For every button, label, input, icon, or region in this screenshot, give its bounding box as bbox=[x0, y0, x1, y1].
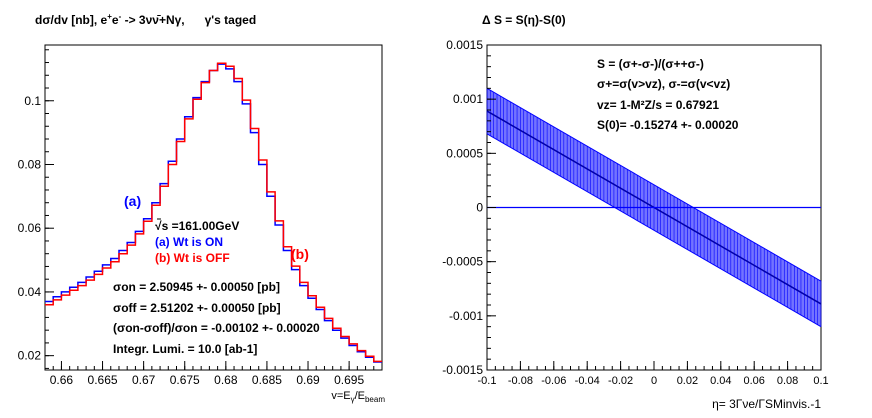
left-xtick-label: 0.68 bbox=[214, 373, 238, 387]
right-xtick-label: 0 bbox=[651, 375, 657, 387]
left-xtick-label: 0.685 bbox=[252, 373, 282, 387]
right-ytick-label: 0.0005 bbox=[446, 146, 483, 160]
left-xtick-label: 0.69 bbox=[296, 373, 320, 387]
sqrt-s-text: √s =161.00GeV bbox=[155, 219, 239, 233]
left-ytick-label: 0.1 bbox=[24, 94, 41, 108]
label-b: (b) bbox=[291, 246, 309, 262]
left-ytick-label: 0.02 bbox=[18, 349, 42, 363]
right-chart: Δ S = S(η)-S(0) -0.1 -0.08 -0.06 -0.04 -0.02… bbox=[442, 13, 828, 411]
annot-line4: S(0)= -0.15274 +- 0.00020 bbox=[597, 118, 739, 132]
right-xtick-label: -0.1 bbox=[478, 375, 497, 387]
right-ytick-label: -0.0005 bbox=[442, 255, 483, 269]
right-axis-ticks: -0.1 -0.08 -0.06 -0.04 -0.02 0 0.02 0.04 0.06 0.0… bbox=[442, 38, 828, 387]
annot-line1: S = (σ+-σ-)/(σ++σ-) bbox=[597, 57, 704, 71]
right-ytick-label: -0.0015 bbox=[442, 363, 483, 377]
left-xtick-label: 0.695 bbox=[334, 373, 364, 387]
annot-line2: σ+=σ(v>vz), σ-=σ(v<vz) bbox=[597, 77, 730, 91]
legend-on: (a) Wt is ON bbox=[155, 235, 223, 249]
left-ytick-label: 0.08 bbox=[18, 157, 42, 171]
left-xtick-label: 0.675 bbox=[170, 373, 200, 387]
left-title: dσ/dv [nb], e+e- -> 3νν̄+Nγ, γ's taged bbox=[35, 12, 256, 27]
right-xtick-label: 0.02 bbox=[677, 375, 698, 387]
right-xlabel: η= 3Γνe/ΓSMinvis.-1 bbox=[712, 397, 821, 411]
sigma-on-text: σon = 2.50945 +- 0.00050 [pb] bbox=[113, 280, 280, 294]
histogram-off bbox=[45, 62, 382, 363]
histogram-on bbox=[45, 63, 382, 363]
right-ytick-label: 0 bbox=[476, 201, 483, 215]
left-xtick-label: 0.66 bbox=[50, 373, 74, 387]
left-ytick-label: 0.06 bbox=[18, 221, 42, 235]
label-a: (a) bbox=[124, 193, 141, 209]
right-xtick-label: 0.04 bbox=[710, 375, 731, 387]
right-xtick-label: 0.06 bbox=[743, 375, 764, 387]
right-ytick-label: 0.001 bbox=[453, 92, 483, 106]
band-upper-edge bbox=[486, 87, 822, 282]
right-xtick-label: -0.08 bbox=[508, 375, 533, 387]
left-frame bbox=[44, 44, 383, 371]
right-xtick-label: -0.02 bbox=[608, 375, 633, 387]
right-xtick-label: 0.1 bbox=[813, 375, 828, 387]
left-histograms bbox=[45, 62, 382, 363]
annot-line3: vz= 1-M²Z/s = 0.67921 bbox=[597, 98, 719, 112]
sigma-diff-text: (σon-σoff)/σon = -0.00102 +- 0.00020 bbox=[113, 321, 320, 335]
right-ytick-label: 0.0015 bbox=[446, 38, 483, 52]
right-xtick-label: 0.08 bbox=[777, 375, 798, 387]
right-xtick-label: -0.04 bbox=[575, 375, 600, 387]
left-ytick-label: 0.04 bbox=[18, 285, 42, 299]
left-xlabel: v=Eγ/Ebeam bbox=[331, 390, 385, 404]
right-ytick-label: -0.001 bbox=[449, 309, 483, 323]
sigma-off-text: σoff = 2.51202 +- 0.00050 [pb] bbox=[113, 301, 281, 315]
band-lower-edge bbox=[486, 133, 822, 328]
right-title: Δ S = S(η)-S(0) bbox=[482, 13, 566, 27]
left-axis-ticks: 0.66 0.665 0.67 0.675 0.68 0.685 0.69 0.695 0.02… bbox=[18, 49, 383, 387]
left-chart: dσ/dv [nb], e+e- -> 3νν̄+Nγ, γ's taged 0.… bbox=[18, 12, 386, 404]
left-xtick-label: 0.67 bbox=[132, 373, 156, 387]
right-band bbox=[486, 87, 822, 328]
right-xtick-label: -0.06 bbox=[541, 375, 566, 387]
left-xtick-label: 0.665 bbox=[88, 373, 118, 387]
lumi-text: Integr. Lumi. = 10.0 [ab-1] bbox=[113, 342, 257, 356]
legend-off: (b) Wt is OFF bbox=[155, 251, 230, 265]
